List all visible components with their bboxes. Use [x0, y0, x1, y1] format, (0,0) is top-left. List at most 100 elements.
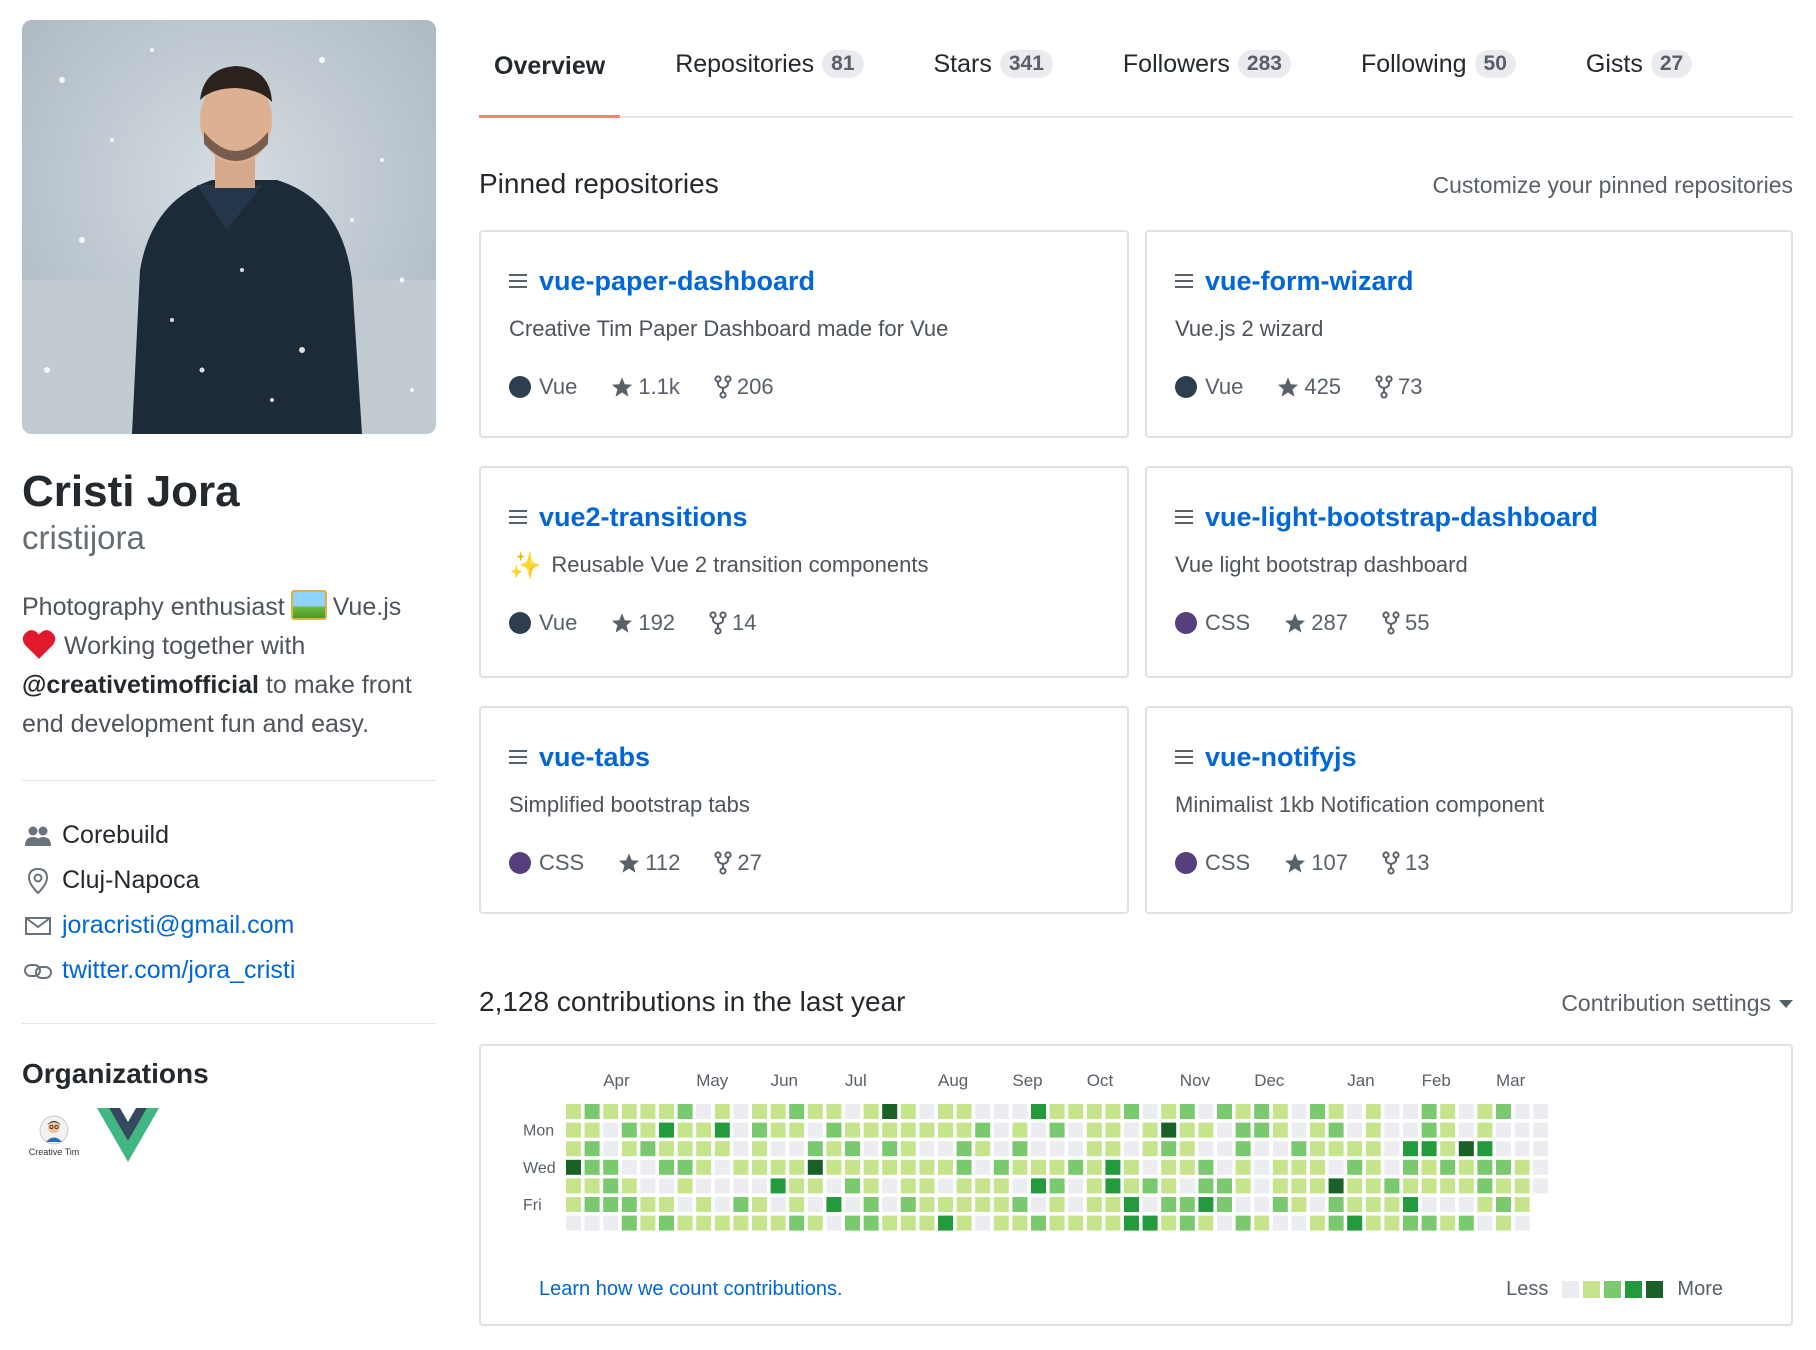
contribution-day[interactable]	[1068, 1215, 1084, 1231]
contribution-day[interactable]	[789, 1215, 805, 1231]
repo-forks[interactable]: 55	[1382, 610, 1429, 636]
contribution-day[interactable]	[1086, 1197, 1102, 1212]
contribution-day[interactable]	[1105, 1178, 1121, 1194]
contribution-day[interactable]	[770, 1104, 786, 1119]
contribution-day[interactable]	[1217, 1122, 1232, 1138]
contribution-day[interactable]	[1198, 1104, 1214, 1119]
contribution-day[interactable]	[789, 1104, 805, 1119]
contribution-day[interactable]	[993, 1178, 1009, 1194]
org-vuejs[interactable]	[96, 1104, 160, 1168]
contribution-day[interactable]	[1403, 1141, 1418, 1157]
contribution-day[interactable]	[1310, 1178, 1325, 1194]
contribution-day[interactable]	[900, 1215, 916, 1231]
contribution-day[interactable]	[621, 1122, 637, 1138]
contribution-day[interactable]	[1235, 1197, 1251, 1212]
contribution-day[interactable]	[919, 1141, 935, 1157]
contribution-day[interactable]	[770, 1159, 786, 1175]
repo-forks[interactable]: 13	[1382, 850, 1429, 876]
contribution-day[interactable]	[1012, 1215, 1028, 1231]
contribution-day[interactable]	[621, 1159, 637, 1175]
contribution-day[interactable]	[714, 1215, 730, 1231]
contribution-day[interactable]	[584, 1104, 600, 1119]
contribution-day[interactable]	[975, 1141, 991, 1157]
contribution-day[interactable]	[845, 1141, 860, 1157]
contribution-day[interactable]	[659, 1141, 674, 1157]
contribution-day[interactable]	[1421, 1215, 1437, 1231]
contribution-day[interactable]	[1440, 1159, 1456, 1175]
contribution-day[interactable]	[1272, 1122, 1288, 1138]
contribution-day[interactable]	[1347, 1141, 1363, 1157]
contribution-day[interactable]	[640, 1159, 656, 1175]
contribution-day[interactable]	[807, 1197, 823, 1212]
contribution-day[interactable]	[789, 1197, 805, 1212]
contribution-day[interactable]	[919, 1104, 935, 1119]
contribution-day[interactable]	[1198, 1122, 1214, 1138]
contribution-day[interactable]	[900, 1159, 916, 1175]
contribution-day[interactable]	[789, 1122, 805, 1138]
contribution-day[interactable]	[603, 1178, 619, 1194]
contribution-day[interactable]	[677, 1178, 693, 1194]
contribution-day[interactable]	[1291, 1197, 1307, 1212]
tab-repositories[interactable]: Repositories 81	[660, 46, 878, 116]
contribution-day[interactable]	[584, 1141, 600, 1157]
contribution-day[interactable]	[1105, 1122, 1121, 1138]
contribution-day[interactable]	[1310, 1215, 1325, 1231]
contribution-day[interactable]	[1235, 1104, 1251, 1119]
contribution-day[interactable]	[1421, 1159, 1437, 1175]
contribution-day[interactable]	[1142, 1197, 1158, 1212]
contribution-day[interactable]	[677, 1141, 693, 1157]
contribution-day[interactable]	[1217, 1178, 1232, 1194]
contribution-day[interactable]	[826, 1178, 842, 1194]
contribution-day[interactable]	[1496, 1159, 1511, 1175]
contribution-day[interactable]	[919, 1122, 935, 1138]
contribution-day[interactable]	[993, 1141, 1009, 1157]
contribution-day[interactable]	[1161, 1122, 1177, 1138]
contribution-day[interactable]	[733, 1215, 749, 1231]
contribution-day[interactable]	[956, 1122, 972, 1138]
contribution-day[interactable]	[900, 1141, 916, 1157]
contribution-day[interactable]	[1161, 1159, 1177, 1175]
contribution-day[interactable]	[1124, 1215, 1139, 1231]
contribution-day[interactable]	[714, 1122, 730, 1138]
contribution-day[interactable]	[938, 1215, 953, 1231]
repo-forks[interactable]: 206	[714, 374, 774, 400]
contribution-day[interactable]	[603, 1122, 619, 1138]
contribution-day[interactable]	[1365, 1141, 1381, 1157]
contribution-day[interactable]	[1105, 1104, 1121, 1119]
contribution-day[interactable]	[770, 1197, 786, 1212]
email-link[interactable]: joracristi@gmail.com	[62, 911, 295, 939]
contribution-day[interactable]	[1458, 1178, 1474, 1194]
contribution-day[interactable]	[975, 1178, 991, 1194]
contribution-day[interactable]	[733, 1104, 749, 1119]
contribution-day[interactable]	[770, 1215, 786, 1231]
contribution-day[interactable]	[1272, 1159, 1288, 1175]
contribution-day[interactable]	[1217, 1141, 1232, 1157]
contribution-day[interactable]	[993, 1104, 1009, 1119]
contribution-day[interactable]	[1403, 1215, 1418, 1231]
contribution-day[interactable]	[1496, 1104, 1511, 1119]
contribution-day[interactable]	[1012, 1197, 1028, 1212]
tab-following[interactable]: Following 50	[1346, 46, 1531, 116]
contribution-day[interactable]	[882, 1197, 898, 1212]
contribution-day[interactable]	[1161, 1178, 1177, 1194]
contribution-day[interactable]	[956, 1215, 972, 1231]
contribution-day[interactable]	[603, 1104, 619, 1119]
contribution-day[interactable]	[1328, 1122, 1344, 1138]
contribution-day[interactable]	[1086, 1215, 1102, 1231]
contribution-day[interactable]	[640, 1215, 656, 1231]
contribution-day[interactable]	[882, 1122, 898, 1138]
contribution-day[interactable]	[659, 1104, 674, 1119]
contribution-day[interactable]	[1124, 1104, 1139, 1119]
contribution-day[interactable]	[826, 1104, 842, 1119]
contribution-day[interactable]	[770, 1122, 786, 1138]
contribution-day[interactable]	[1105, 1197, 1121, 1212]
contribution-day[interactable]	[1254, 1197, 1270, 1212]
contribution-day[interactable]	[1310, 1197, 1325, 1212]
contribution-day[interactable]	[1347, 1215, 1363, 1231]
contribution-day[interactable]	[733, 1141, 749, 1157]
contribution-day[interactable]	[1384, 1104, 1400, 1119]
contribution-day[interactable]	[1086, 1104, 1102, 1119]
contribution-day[interactable]	[566, 1197, 581, 1212]
contribution-day[interactable]	[1031, 1215, 1046, 1231]
contribution-day[interactable]	[1291, 1159, 1307, 1175]
